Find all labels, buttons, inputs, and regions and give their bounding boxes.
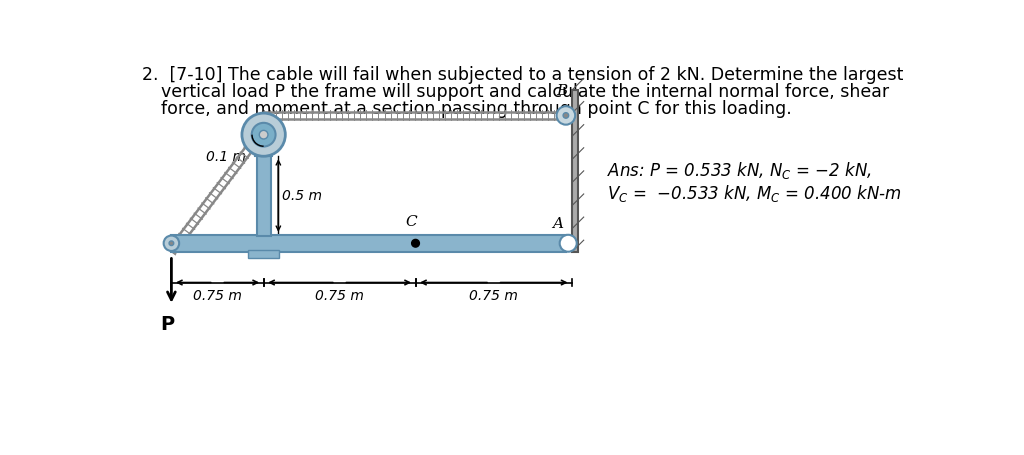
Text: 0.75 m: 0.75 m [469, 288, 518, 303]
Text: C: C [406, 215, 418, 229]
Circle shape [560, 235, 577, 252]
Text: 0.1 m: 0.1 m [207, 150, 247, 164]
Circle shape [563, 113, 568, 118]
Text: A: A [552, 217, 563, 231]
Circle shape [412, 239, 420, 247]
Text: 0.75 m: 0.75 m [315, 288, 364, 303]
Circle shape [164, 236, 179, 251]
Circle shape [169, 241, 174, 246]
Bar [248, 250, 280, 258]
Bar [171, 235, 566, 252]
Text: Ans: $P$ = 0.533 kN, $N_C$ = −2 kN,: Ans: $P$ = 0.533 kN, $N_C$ = −2 kN, [607, 160, 872, 181]
Circle shape [557, 106, 575, 125]
Circle shape [242, 113, 286, 156]
Bar [257, 156, 270, 236]
Bar [572, 90, 579, 252]
Text: P: P [161, 315, 174, 334]
Text: 2.  [7-10] The cable will fail when subjected to a tension of 2 kN. Determine th: 2. [7-10] The cable will fail when subje… [142, 66, 903, 84]
Text: $V_C$ =  −0.533 kN, $M_C$ = 0.400 kN-m: $V_C$ = −0.533 kN, $M_C$ = 0.400 kN-m [607, 183, 902, 204]
Text: force, and moment at a section passing through point C for this loading.: force, and moment at a section passing t… [161, 100, 792, 118]
Circle shape [252, 123, 275, 147]
Circle shape [259, 131, 268, 139]
Text: vertical load P the frame will support and calculate the internal normal force, : vertical load P the frame will support a… [161, 83, 889, 101]
Text: B: B [556, 85, 567, 98]
Text: 0.75 m: 0.75 m [194, 288, 242, 303]
Text: 0.5 m: 0.5 m [283, 188, 323, 202]
